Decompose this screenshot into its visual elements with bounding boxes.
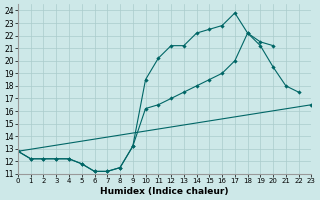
X-axis label: Humidex (Indice chaleur): Humidex (Indice chaleur) <box>100 187 229 196</box>
